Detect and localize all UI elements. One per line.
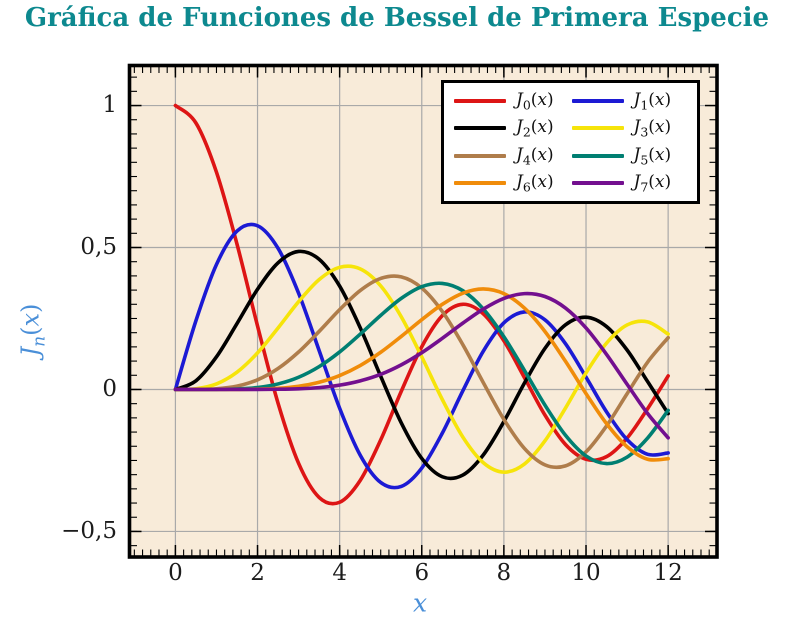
legend-label: J1(x)	[634, 90, 672, 112]
legend-line-sample	[571, 181, 624, 186]
legend-label: J4(x)	[516, 145, 554, 167]
legend: J0(x) J1(x) J2(x) J3(x) J4(x) J5(x) J6(x) J7(x)	[441, 80, 700, 204]
legend-line-sample	[571, 98, 624, 103]
x-tick-label: 10	[571, 560, 601, 586]
legend-label-part: x	[654, 89, 665, 110]
legend-item: J2(x)	[454, 115, 572, 143]
curve-J1(x)	[173, 222, 670, 490]
chart-title: Gráfica de Funciones de Bessel de Primer…	[24, 3, 770, 33]
legend-label-part: )	[547, 89, 554, 110]
y-axis-label: Jn(x)	[17, 304, 50, 357]
legend-label-part: (	[648, 117, 655, 138]
legend-label: J7(x)	[634, 172, 672, 194]
legend-label-part: J	[633, 172, 641, 193]
x-tick-label: 8	[496, 560, 512, 586]
legend-label-part: (	[530, 144, 538, 165]
legend-line-sample	[454, 126, 506, 131]
y-axis-label-open-paren: (	[16, 326, 45, 336]
x-axis-label: x	[413, 589, 427, 618]
legend-label-part: J	[633, 117, 641, 138]
legend-label-part: J	[516, 144, 523, 165]
x-tick-label: 6	[414, 560, 430, 586]
legend-line-sample	[454, 98, 506, 103]
legend-label: J6(x)	[516, 172, 554, 194]
y-tick-label: 1	[102, 92, 117, 119]
legend-line-sample	[454, 153, 506, 158]
y-axis-label-base: J	[16, 346, 45, 357]
legend-label-part: (	[648, 172, 655, 193]
legend-label-part: x	[654, 144, 665, 165]
legend-line-sample	[571, 153, 624, 158]
legend-label-part: x	[537, 144, 548, 165]
legend-label-part: )	[547, 172, 554, 193]
y-axis-label-sub: n	[29, 335, 50, 347]
y-tick-label: −0,5	[61, 517, 117, 544]
legend-label-part: )	[664, 89, 672, 110]
legend-label: J2(x)	[516, 117, 554, 139]
legend-label-part: J	[633, 144, 641, 165]
legend-label-sub: 4	[522, 151, 531, 167]
legend-item: J6(x)	[454, 170, 572, 198]
legend-label-part: x	[654, 117, 665, 138]
legend-label-part: J	[516, 172, 523, 193]
legend-label: J3(x)	[634, 117, 672, 139]
legend-label-part: (	[530, 172, 538, 193]
legend-label-part: x	[537, 117, 548, 138]
legend-label-part: x	[654, 172, 665, 193]
legend-label-sub: 2	[522, 124, 531, 140]
x-tick-label: 12	[653, 560, 683, 586]
legend-label-part: (	[648, 89, 655, 110]
legend-label-part: (	[530, 117, 538, 138]
legend-label: J0(x)	[516, 90, 554, 112]
legend-line-sample	[454, 181, 506, 186]
legend-item: J5(x)	[571, 142, 690, 170]
x-tick-label: 4	[332, 560, 347, 586]
legend-label-sub: 3	[640, 124, 649, 140]
legend-line-sample	[571, 126, 624, 131]
legend-item: J4(x)	[454, 142, 572, 170]
legend-label-part: )	[547, 144, 554, 165]
legend-item: J7(x)	[571, 170, 690, 198]
legend-label-part: )	[664, 117, 672, 138]
curve-J2(x)	[173, 249, 670, 481]
legend-label-sub: 5	[640, 151, 649, 167]
legend-label-part: )	[547, 117, 554, 138]
legend-label-part: )	[664, 172, 672, 193]
curve-J3(x)	[173, 264, 670, 474]
legend-label-part: )	[664, 144, 672, 165]
plot-border	[127, 63, 719, 559]
y-tick-label: 0	[102, 375, 117, 402]
curve-J7(x)	[173, 291, 670, 440]
x-tick-label: 0	[168, 560, 183, 586]
legend-label-part: J	[516, 117, 523, 138]
legend-label-part: (	[530, 89, 538, 110]
y-axis-label-var: x	[16, 312, 45, 327]
legend-label-part: x	[537, 89, 548, 110]
legend-label-sub: 7	[640, 179, 649, 195]
x-tick-label: 2	[250, 560, 265, 586]
legend-label-sub: 1	[640, 96, 649, 112]
legend-label-part: (	[648, 144, 655, 165]
x-axis-label-text: x	[412, 588, 428, 618]
legend-item: J0(x)	[454, 87, 572, 115]
y-axis-label-close-paren: )	[16, 303, 45, 313]
legend-label-sub: 0	[522, 96, 531, 112]
legend-label-part: x	[537, 172, 548, 193]
y-tick-label: 0,5	[80, 234, 117, 260]
legend-label: J5(x)	[634, 145, 672, 167]
legend-item: J3(x)	[571, 115, 690, 143]
legend-label-part: J	[633, 89, 641, 110]
legend-label-sub: 6	[522, 179, 531, 195]
legend-label-part: J	[516, 89, 523, 110]
legend-item: J1(x)	[571, 87, 690, 115]
